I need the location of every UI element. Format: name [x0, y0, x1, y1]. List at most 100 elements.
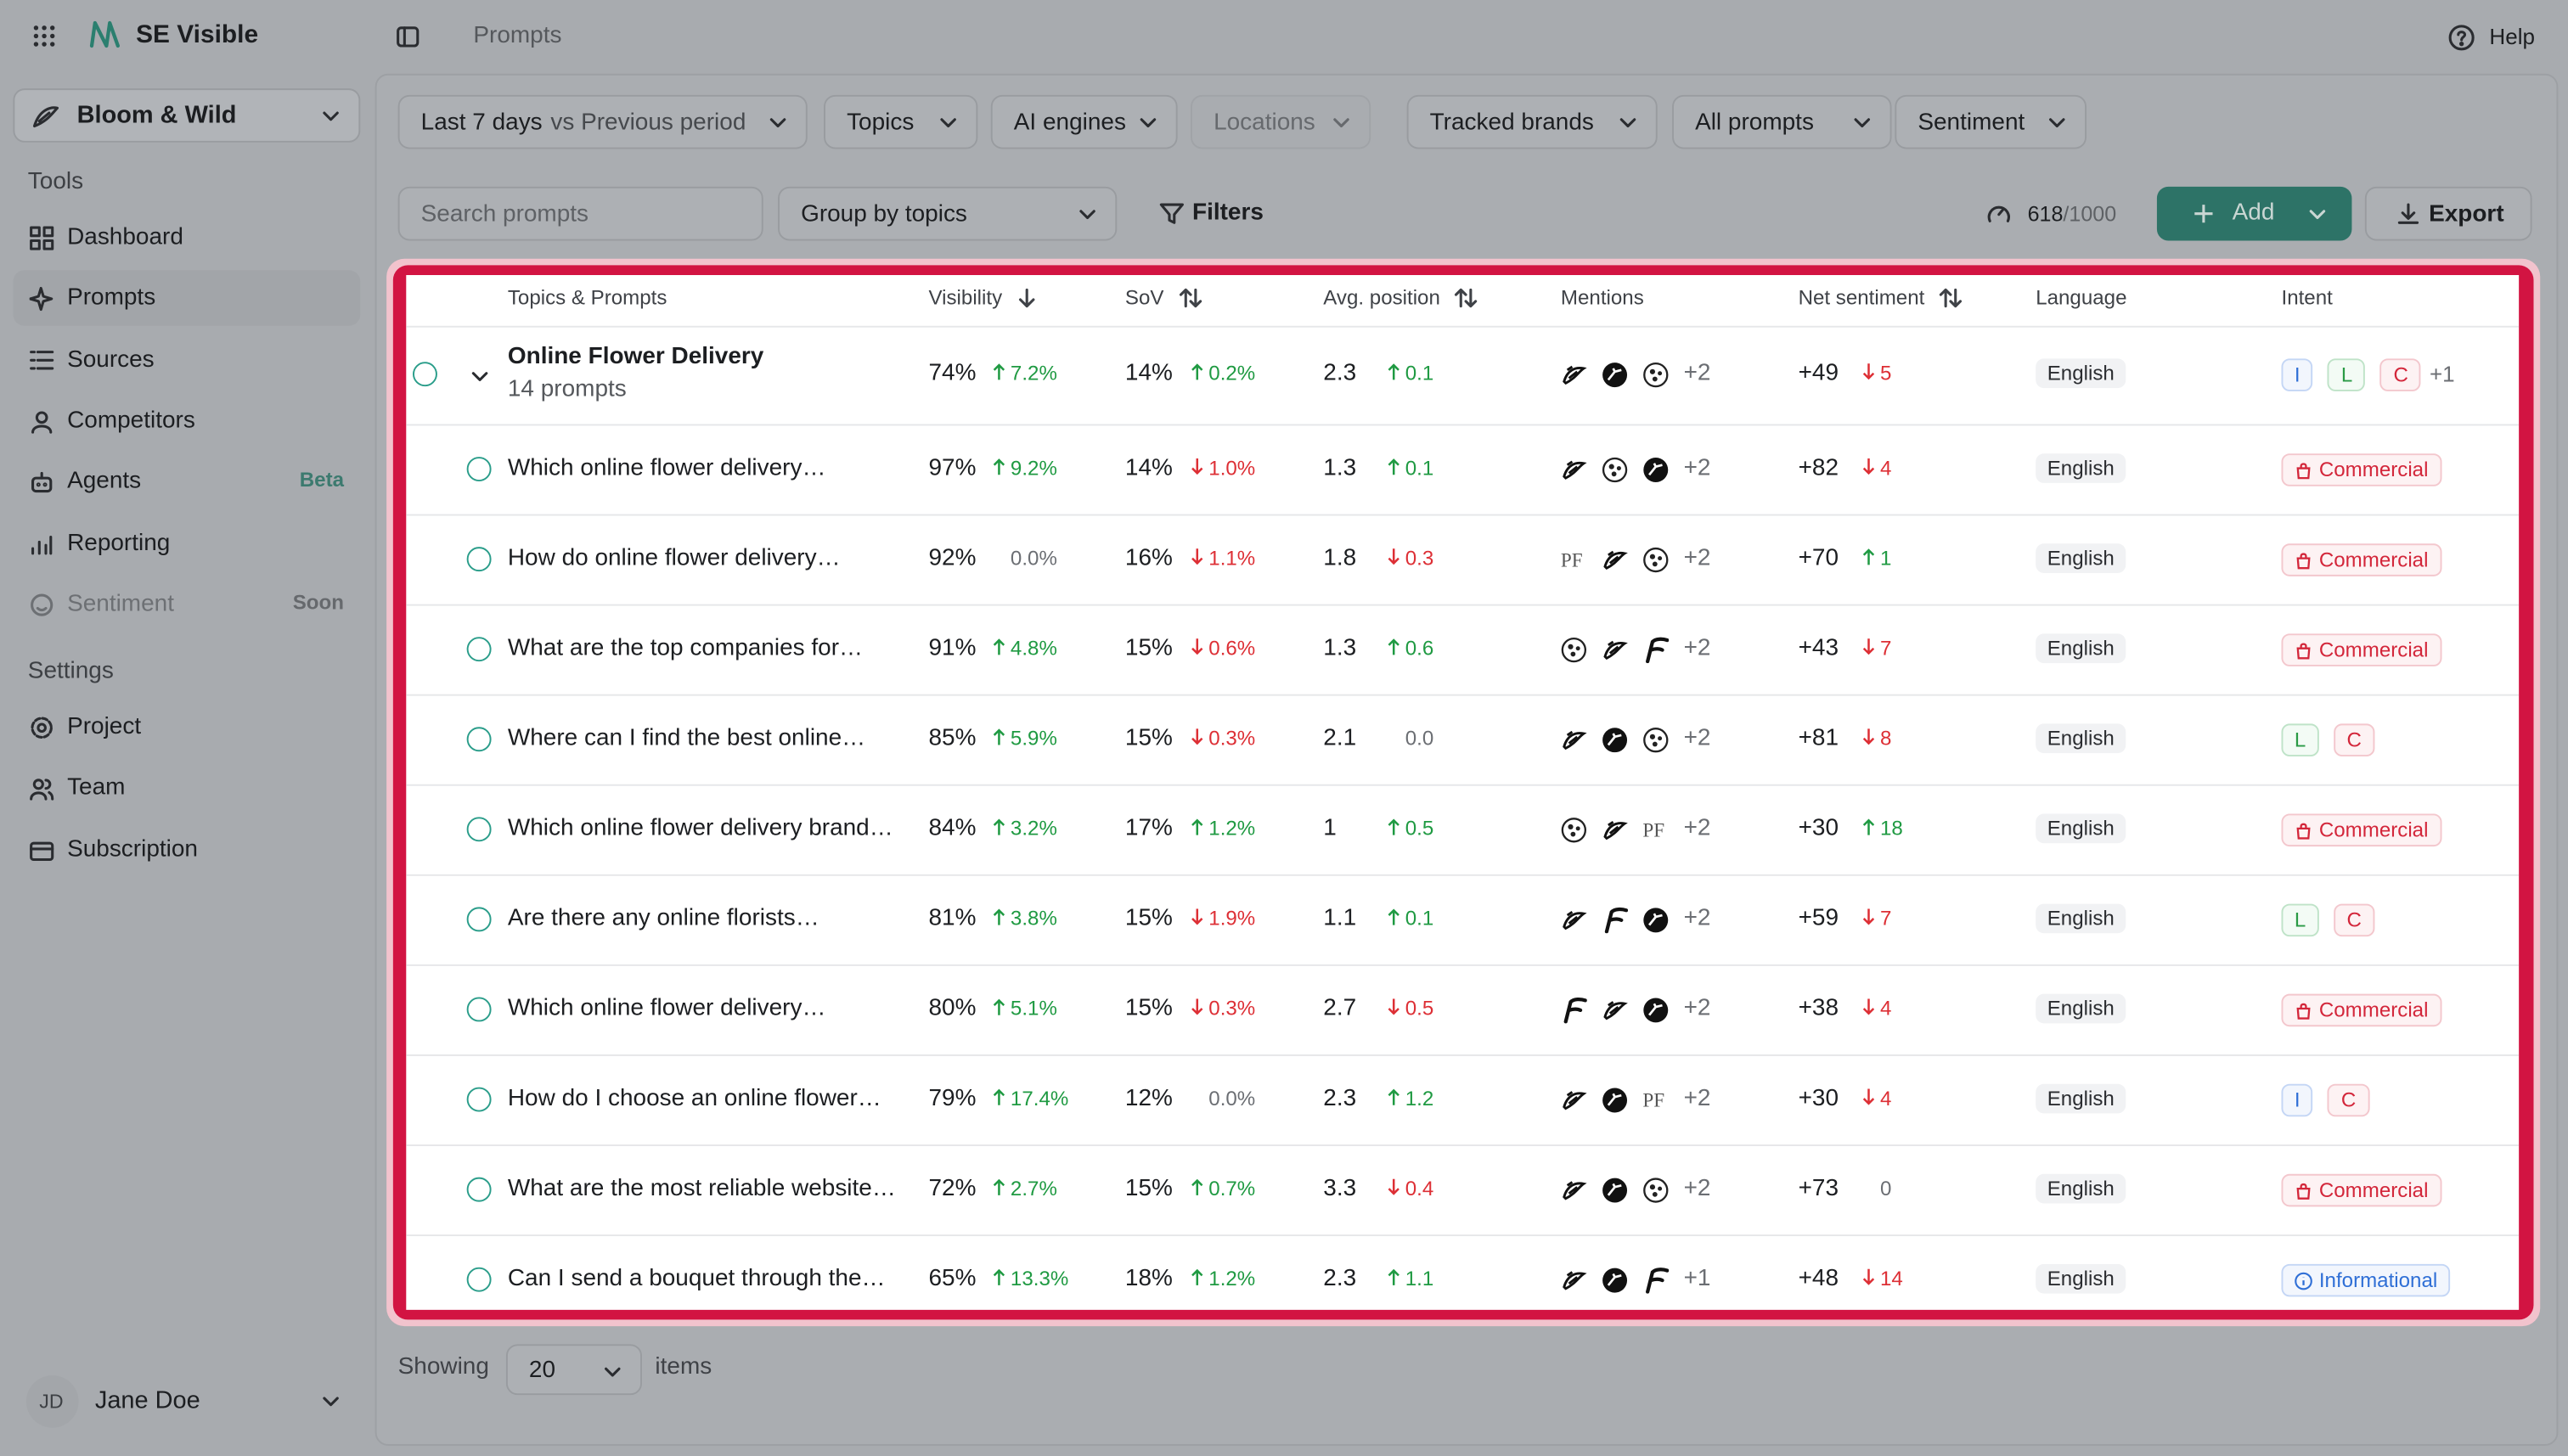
prompt-row[interactable]: How do online flower delivery… 92% 0.0% 16%… [406, 514, 2520, 606]
checkbox[interactable] [466, 816, 492, 841]
intent-label: L [2294, 908, 2306, 931]
change-arrow [1862, 363, 1875, 380]
change: 7.2% [993, 362, 1057, 385]
prompt-row[interactable]: What are the most reliable website… 72% 2.… [406, 1144, 2520, 1237]
export-button[interactable]: Export [2364, 186, 2532, 241]
group-row[interactable]: Online Flower Delivery 14 prompts 74% 7.2% 1… [406, 326, 2520, 426]
bag-icon [2296, 462, 2311, 479]
header-label: SoV [1124, 286, 1164, 310]
filter-button[interactable]: Tracked brands [1406, 94, 1658, 149]
change-arrow [1191, 728, 1203, 745]
user-name[interactable]: Jane Doe [94, 1386, 200, 1415]
prompt-row[interactable]: Which online flower delivery… 80% 5.1% 15% 0… [406, 964, 2520, 1056]
apps-icon[interactable] [33, 25, 56, 48]
nav-item[interactable]: Team [13, 760, 360, 816]
nav-item[interactable]: Sources [13, 332, 360, 388]
nav-icon [29, 287, 54, 312]
filter-button[interactable]: Topics [824, 94, 978, 149]
mention-logo [1643, 546, 1669, 572]
checkbox[interactable] [466, 906, 492, 931]
help[interactable]: Help [2489, 24, 2535, 49]
change-value: 4 [1879, 456, 1892, 480]
mention-logo [1602, 727, 1628, 752]
prompt-row[interactable]: Are there any online florists… 81% 3.8% 15%… [406, 874, 2520, 966]
column-header[interactable]: Net sentiment [1799, 286, 1963, 309]
checkbox[interactable] [466, 456, 492, 481]
sov: 15% [1124, 1174, 1173, 1201]
nav-item[interactable]: Subscription [13, 821, 360, 877]
filter-icon [1159, 203, 1184, 224]
search-input[interactable]: Search prompts [397, 186, 763, 241]
bag-icon [2296, 1002, 2311, 1019]
checkbox[interactable] [466, 546, 492, 571]
column-header[interactable]: Visibility [928, 286, 1036, 309]
column-header[interactable]: SoV [1125, 286, 1202, 309]
nav-item[interactable]: Project [13, 699, 360, 755]
add-button[interactable]: Add [2156, 186, 2352, 241]
page-size-select[interactable]: 20 [505, 1344, 642, 1396]
checkbox[interactable] [466, 1086, 492, 1111]
intent: I L C +1 [2281, 358, 2455, 391]
filter-button[interactable]: All prompts [1672, 94, 1892, 149]
change-value: 8 [1879, 726, 1892, 750]
mentions-more: +2 [1683, 904, 1711, 931]
bag-icon [2296, 642, 2311, 659]
change: 1 [1862, 546, 1891, 569]
checkbox[interactable] [466, 1266, 492, 1291]
prompt-row[interactable]: What are the top companies for… 91% 4.8% 15… [406, 604, 2520, 696]
filter-period[interactable]: Last 7 days vs Previous period [397, 94, 808, 149]
nav-icon [31, 593, 54, 616]
language: English [2036, 722, 2126, 753]
sov: 15% [1124, 634, 1173, 661]
checkbox[interactable] [466, 726, 492, 751]
filters-button[interactable]: Filters [1191, 200, 1264, 227]
sidebar-toggle[interactable] [397, 26, 420, 48]
nav-item[interactable]: Dashboard [13, 210, 360, 266]
mention-logo [1643, 727, 1669, 752]
language: English [2036, 902, 2126, 933]
nav-item[interactable]: Competitors [13, 393, 360, 449]
change: 0.0% [1208, 1087, 1255, 1110]
app-name: SE Visible [136, 21, 259, 49]
change-value: 1.2% [1208, 816, 1256, 840]
workspace-selector[interactable]: Bloom & Wild [13, 88, 361, 143]
nav-item[interactable]: Reporting [13, 515, 360, 571]
mention-logo [1563, 997, 1587, 1023]
change: 0.6 [1387, 636, 1433, 659]
mention-logo [1563, 1180, 1587, 1200]
intent-badge: Commercial [2281, 812, 2441, 846]
prompt-row[interactable]: How do I choose an online flower… 79% 17.4… [406, 1054, 2520, 1146]
checkbox[interactable] [466, 1176, 492, 1201]
mentions-more: +2 [1683, 814, 1711, 841]
help-icon[interactable] [2448, 25, 2475, 51]
prompt-row[interactable]: Can I send a bouquet through the… 65% 13.3… [406, 1234, 2519, 1310]
prompt-row[interactable]: Which online flower delivery… 97% 9.2% 14% 1… [406, 424, 2520, 516]
nav-item[interactable]: Agents Beta [13, 454, 360, 510]
filter-button[interactable]: Sentiment [1895, 94, 2086, 149]
change-arrow [1191, 363, 1203, 380]
change: 0.1 [1387, 362, 1433, 385]
checkbox[interactable] [466, 996, 492, 1021]
change-value: 1.2% [1208, 1266, 1256, 1290]
header-label: Visibility [928, 286, 1003, 310]
header-label: Intent [2281, 286, 2333, 310]
column-header[interactable]: Avg. position [1323, 286, 1478, 309]
intent-badge: I [2281, 1082, 2314, 1116]
usage-limit: /1000 [2063, 201, 2117, 227]
prompt-row[interactable]: Where can I find the best online… 85% 5.9%… [406, 694, 2520, 786]
intent-label: C [2340, 1088, 2357, 1111]
change-value: 0.0% [1208, 1086, 1256, 1110]
nav-label: Dashboard [67, 224, 183, 251]
filter-button[interactable]: AI engines [990, 94, 1178, 149]
nav-label: Competitors [67, 408, 195, 434]
checkbox[interactable] [466, 636, 492, 661]
group-select[interactable]: Group by topics [778, 186, 1118, 241]
nav-item[interactable]: Prompts [13, 270, 361, 327]
intent: Commercial [2281, 453, 2456, 486]
sov: 14% [1124, 454, 1173, 481]
workspace-logo [32, 106, 59, 128]
checkbox[interactable] [412, 362, 437, 387]
prompt-row[interactable]: Which online flower delivery brand… 84% 3.… [406, 784, 2520, 876]
